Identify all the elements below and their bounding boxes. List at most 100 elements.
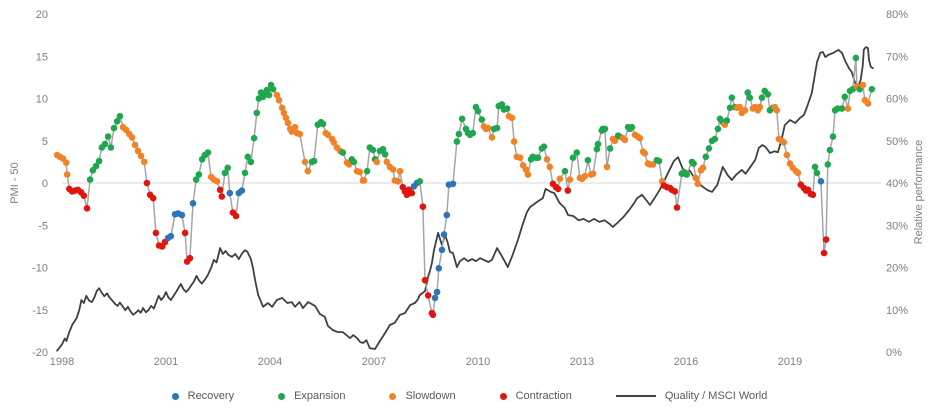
y-left-tick: -20 [32, 347, 48, 359]
pmi-point-expansion [714, 125, 722, 133]
expansion-dot-icon [278, 392, 286, 400]
pmi-point-expansion [253, 109, 261, 117]
pmi-point-slowdown [484, 124, 492, 132]
slowdown-dot-icon [389, 392, 397, 400]
pmi-point-expansion [369, 146, 377, 154]
pmi-point-slowdown [621, 136, 629, 144]
legend-item-msci-world: Quality / MSCI World [615, 390, 767, 402]
pmi-point-slowdown [780, 139, 788, 146]
legend-item-recovery: Recovery [171, 390, 234, 402]
pmi-point-expansion [813, 169, 821, 177]
y-right-tick: 10% [886, 305, 908, 317]
pmi-point-expansion [584, 156, 592, 164]
pmi-point-slowdown [794, 169, 802, 177]
pmi-point-expansion [628, 123, 636, 131]
pmi-point-expansion [540, 143, 548, 150]
pmi-point-expansion [195, 171, 203, 178]
pmi-point-contraction [809, 191, 817, 199]
pmi-point-slowdown [522, 166, 530, 173]
pmi-point-slowdown [291, 123, 299, 131]
pmi-point-recovery [443, 211, 451, 219]
pmi-point-contraction [149, 194, 157, 202]
y-right-tick: 20% [886, 263, 908, 275]
pmi-point-expansion [269, 85, 277, 93]
pmi-point-contraction [80, 192, 88, 199]
pmi-point-contraction [673, 204, 681, 211]
pmi-point-expansion [458, 115, 466, 123]
pmi-point-slowdown [360, 177, 368, 184]
pmi-point-expansion [339, 149, 347, 156]
legend-label: Slowdown [405, 390, 456, 402]
pmi-point-expansion [711, 135, 719, 143]
pmi-point-slowdown [356, 168, 364, 176]
pmi-point-slowdown [694, 180, 702, 188]
pmi-point-expansion [493, 124, 501, 132]
pmi-point-slowdown [692, 174, 699, 182]
pmi-point-expansion [705, 145, 713, 152]
legend-item-expansion: Expansion [278, 390, 345, 402]
x-tick: 2016 [674, 356, 698, 368]
pmi-point-expansion [95, 157, 103, 165]
pmi-point-expansion [683, 171, 690, 178]
pmi-point-slowdown [488, 134, 496, 141]
pmi-point-slowdown [603, 163, 611, 171]
pmi-point-expansion [758, 94, 766, 101]
pmi-point-expansion [594, 140, 602, 148]
pmi-point-contraction [83, 205, 91, 212]
y-left-tick: -15 [32, 305, 48, 317]
y-left-tick: 0 [42, 178, 48, 190]
pmi-point-slowdown [611, 137, 619, 145]
pmi-point-slowdown [524, 171, 532, 178]
pmi-point-slowdown [213, 178, 221, 185]
pmi-point-contraction [820, 249, 828, 257]
x-tick: 2019 [778, 356, 802, 368]
pmi-point-slowdown [62, 159, 70, 166]
pmi-point-expansion [826, 146, 834, 154]
pmi-point-contraction [671, 188, 679, 195]
pmi-point-slowdown [394, 178, 402, 185]
pmi-point-contraction [181, 229, 189, 237]
pmi-point-contraction [429, 311, 437, 319]
pmi-point-expansion [690, 160, 697, 167]
pmi-point-slowdown [278, 104, 286, 112]
pmi-point-expansion [829, 133, 837, 140]
pmi-point-contraction [232, 212, 240, 220]
pmi-point-slowdown [556, 175, 564, 183]
pmi-point-contraction [186, 254, 194, 262]
pmi-point-slowdown [516, 154, 524, 161]
pmi-point-expansion [764, 91, 772, 98]
x-tick: 2004 [258, 356, 282, 368]
pmi-point-recovery [440, 231, 448, 238]
pmi-point-expansion [728, 94, 736, 101]
legend-label: Expansion [294, 390, 346, 402]
pmi-point-expansion [478, 116, 486, 123]
y-right-tick: 70% [886, 51, 908, 63]
pmi-point-slowdown [783, 151, 791, 159]
pmi-point-expansion [569, 154, 577, 161]
pmi-point-slowdown [859, 81, 867, 89]
pmi-point-slowdown [508, 114, 516, 122]
pmi-point-recovery [189, 200, 197, 207]
pmi-point-expansion [379, 145, 387, 153]
pmi-point-slowdown [510, 138, 518, 145]
pmi-point-slowdown [273, 91, 281, 99]
pmi-point-slowdown [275, 96, 283, 104]
pmi-series [53, 54, 876, 319]
pmi-point-slowdown [546, 163, 554, 171]
pmi-point-expansion [381, 151, 389, 158]
pmi-point-slowdown [324, 131, 332, 139]
pmi-point-expansion [416, 178, 424, 185]
pmi-point-contraction [554, 185, 562, 193]
pmi-point-expansion [319, 120, 327, 128]
pmi-point-expansion [606, 145, 614, 152]
pmi-point-expansion [310, 157, 318, 165]
pmi-point-contraction [143, 179, 151, 187]
x-tick: 2013 [570, 356, 594, 368]
contraction-dot-icon [499, 392, 507, 400]
pmi-point-expansion [655, 157, 663, 165]
pmi-point-expansion [192, 176, 200, 183]
pmi-point-slowdown [844, 105, 852, 112]
pmi-point-expansion [838, 105, 846, 112]
pmi-point-expansion [746, 94, 754, 101]
